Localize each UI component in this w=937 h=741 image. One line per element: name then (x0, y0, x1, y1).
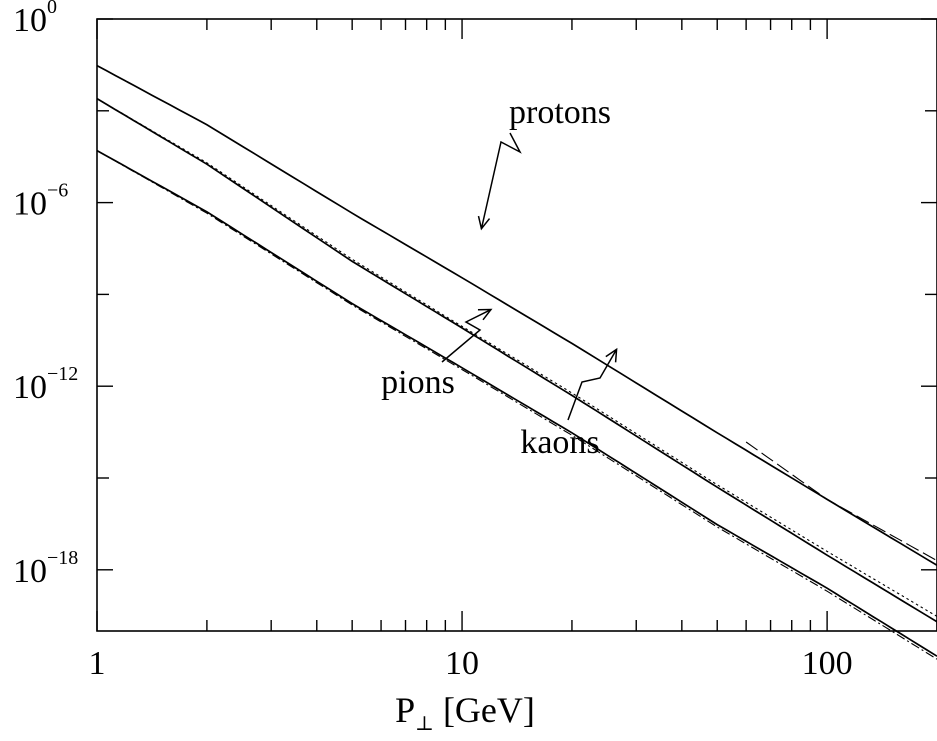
annotation-arrows (441, 132, 618, 421)
pions-arrow (441, 308, 492, 363)
annotation-labels: protons kaons pions (381, 94, 611, 461)
x-tick-label: 1 (89, 645, 106, 682)
kaons-label: kaons (520, 424, 599, 461)
series-pions-dash-dot-line (96, 150, 937, 660)
protons-arrowhead (477, 215, 491, 231)
series-kaons-solid-line (96, 97, 937, 623)
series-pions-solid-line (96, 149, 937, 657)
series-protons-solid-line (96, 64, 937, 567)
protons-arrow (480, 132, 522, 229)
y-tick-label: 100 (13, 0, 57, 39)
protons-label: protons (509, 94, 611, 131)
axis-tick-labels: 1 10 100 100 10−6 10−12 10−18 (13, 0, 853, 682)
pions-arrowhead (477, 308, 493, 321)
y-tick-label: 10−12 (13, 363, 78, 406)
axis-ticks (96, 18, 937, 631)
y-tick-label: 10−18 (13, 547, 78, 590)
series-protons-dashed-line (745, 441, 937, 562)
x-tick-label: 10 (445, 645, 479, 682)
y-tick-label: 10−6 (13, 180, 68, 223)
kaons-arrow (567, 348, 618, 421)
x-axis-title: P⊥ [GeV] (395, 690, 535, 735)
plot-frame (96, 18, 937, 632)
kaons-arrowhead (605, 347, 618, 363)
x-tick-label: 100 (802, 645, 853, 682)
data-series (96, 64, 937, 660)
pions-label: pions (381, 364, 455, 401)
series-kaons-dotted-line (96, 98, 937, 617)
